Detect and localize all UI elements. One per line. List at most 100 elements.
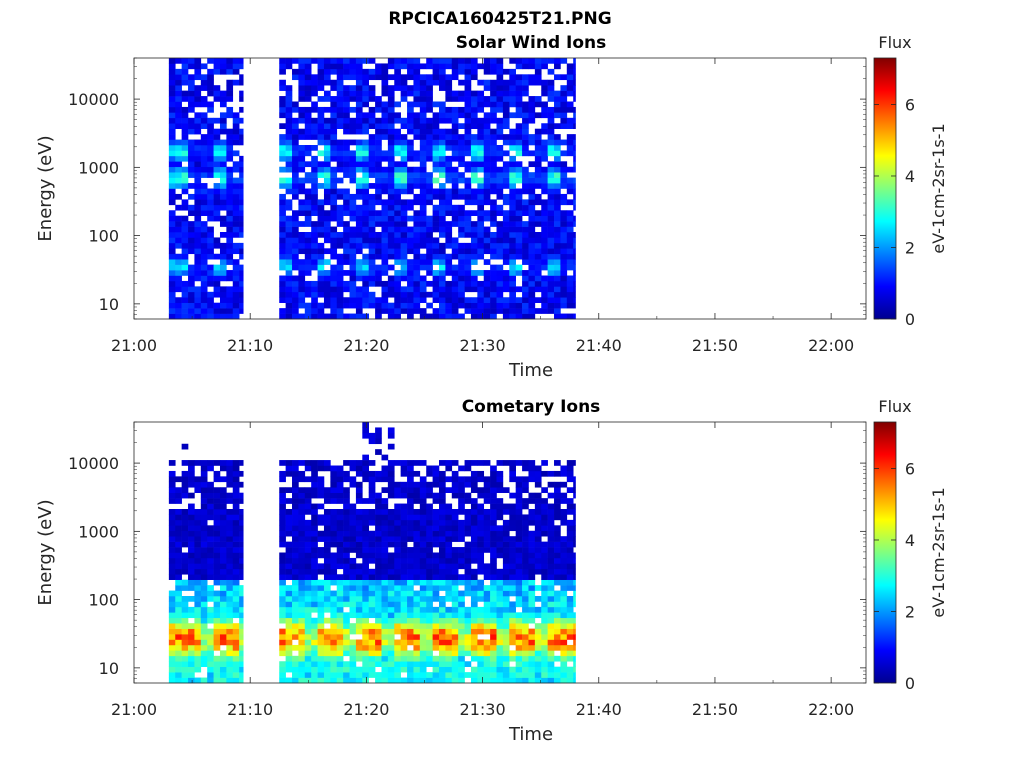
heatmap-cell [168, 563, 176, 570]
heatmap-cell [200, 519, 208, 526]
heatmap-cell [566, 487, 574, 493]
heatmap-cell [343, 590, 350, 597]
heatmap-cell [387, 128, 395, 135]
heatmap-cell [175, 270, 182, 276]
heatmap-cell [317, 590, 325, 597]
heatmap-cell [490, 628, 497, 635]
heatmap-cell [349, 199, 357, 206]
heatmap-cell [413, 280, 421, 287]
heatmap-cell [464, 145, 472, 151]
heatmap-cell [458, 612, 465, 619]
heatmap-cell [502, 297, 510, 303]
heatmap-cell [509, 286, 516, 293]
heatmap-cell [239, 568, 244, 575]
heatmap-cell [387, 155, 395, 162]
heatmap-cell [573, 487, 576, 493]
heatmap-cell [292, 579, 299, 586]
heatmap-cell [387, 215, 395, 222]
heatmap-cell [502, 574, 510, 580]
heatmap-cell [381, 617, 389, 624]
heatmap-cell [232, 623, 240, 629]
heatmap-cell [445, 237, 453, 244]
heatmap-cell [188, 568, 195, 575]
heatmap-cell [181, 308, 189, 314]
heatmap-cell [311, 90, 318, 97]
heatmap-cell [464, 563, 472, 570]
heatmap-cell [451, 672, 459, 678]
heatmap-cell [451, 302, 459, 309]
heatmap-cell [541, 226, 548, 233]
heatmap-cell [464, 672, 472, 678]
heatmap-cell [200, 226, 208, 233]
heatmap-cell [207, 487, 214, 493]
heatmap-cell [362, 259, 369, 265]
heatmap-cell [368, 596, 376, 602]
heatmap-cell [439, 650, 446, 657]
heatmap-cell [285, 280, 293, 287]
heatmap-cell [451, 145, 459, 151]
heatmap-cell [477, 193, 485, 200]
heatmap-cell [175, 79, 182, 86]
heatmap-cell [232, 177, 240, 184]
heatmap-cell [355, 585, 363, 591]
heatmap-cell [200, 563, 208, 570]
heatmap-cell [509, 226, 516, 233]
heatmap-cell [381, 85, 389, 91]
heatmap-cell [541, 460, 548, 466]
heatmap-cell [547, 172, 555, 178]
heatmap-cell [566, 541, 574, 548]
heatmap-cell [573, 519, 576, 526]
heatmap-cell [464, 215, 472, 222]
heatmap-cell [477, 302, 485, 309]
heatmap-cell [330, 639, 338, 646]
heatmap-cell [534, 634, 542, 640]
heatmap-cell [362, 79, 369, 86]
heatmap-cell [375, 617, 382, 624]
heatmap-cell [566, 585, 574, 591]
heatmap-cell [496, 470, 504, 477]
heatmap-cell [317, 487, 325, 493]
heatmap-cell [554, 568, 561, 575]
heatmap-cell [343, 563, 350, 570]
heatmap-cell [213, 487, 221, 493]
heatmap-cell [394, 63, 401, 70]
heatmap-cell [528, 215, 536, 222]
heatmap-cell [355, 552, 363, 559]
heatmap-cell [387, 58, 395, 64]
heatmap-cell [560, 90, 568, 97]
heatmap-cell [509, 199, 516, 206]
heatmap-cell [464, 617, 472, 624]
heatmap-cell [502, 253, 510, 260]
heatmap-cell [219, 574, 227, 580]
heatmap-cell [439, 297, 446, 303]
heatmap-cell [407, 280, 414, 287]
heatmap-cell [413, 579, 421, 586]
heatmap-cell [573, 74, 576, 81]
heatmap-cell [375, 574, 382, 580]
heatmap-cell [381, 672, 389, 678]
heatmap-cell [213, 161, 221, 168]
heatmap-cell [298, 275, 306, 282]
heatmap-cell [232, 291, 240, 298]
heatmap-cell [362, 123, 369, 129]
heatmap-cell [470, 617, 478, 624]
heatmap-cell [394, 226, 401, 233]
heatmap-cell [375, 139, 382, 146]
heatmap-cell [207, 563, 214, 570]
heatmap-cell [200, 655, 208, 662]
heatmap-cell [477, 79, 485, 86]
heatmap-cell [336, 150, 344, 157]
heatmap-cell [355, 460, 363, 466]
heatmap-cell [483, 248, 491, 255]
heatmap-cell [343, 666, 350, 673]
heatmap-cell [168, 666, 176, 673]
heatmap-cell [188, 634, 195, 640]
heatmap-cell [547, 644, 555, 651]
heatmap-cell [188, 655, 195, 662]
heatmap-cell [413, 519, 421, 526]
heatmap-cell [470, 460, 478, 466]
heatmap-cell [407, 166, 414, 173]
heatmap-cell [496, 514, 504, 521]
heatmap-cell [528, 177, 536, 184]
heatmap-cell [381, 204, 389, 211]
